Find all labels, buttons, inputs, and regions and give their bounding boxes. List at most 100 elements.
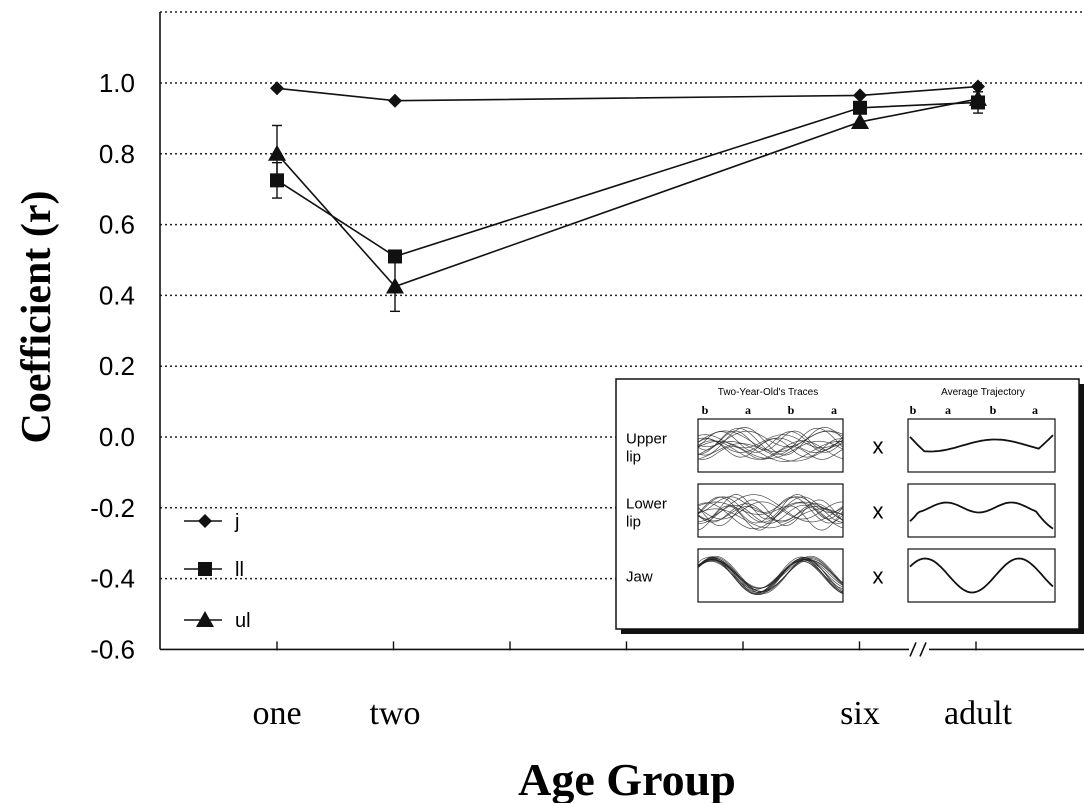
- x-tick-label: six: [840, 695, 880, 732]
- x-tick-label: two: [370, 695, 421, 732]
- inset-trace: [698, 494, 843, 520]
- inset-tick-letter: a: [1032, 403, 1038, 417]
- inset-trace: [698, 430, 843, 451]
- inset-trace-group: [698, 494, 843, 531]
- inset-trace: [698, 496, 843, 524]
- inset-tick-letter: a: [831, 403, 837, 417]
- legend-label-ul: ul: [235, 610, 251, 632]
- inset-trace: [698, 501, 843, 515]
- inset-trace: [698, 557, 843, 593]
- inset-panel: Two-Year-Old's Traces Average Trajectory b…: [615, 378, 1084, 634]
- series-line-j: [276, 85, 979, 102]
- inset-row-label: lip: [626, 514, 641, 531]
- inset-average-trajectory: [909, 434, 1054, 453]
- x-tick-labels: one two six adult: [252, 695, 1012, 732]
- y-tick-label: 0.6: [99, 210, 135, 240]
- inset-average-box: [907, 418, 1056, 473]
- y-tick-label: 0.8: [99, 139, 135, 169]
- data-point-ll: [853, 100, 867, 115]
- series-ll: [270, 91, 985, 264]
- data-point-ul: [386, 277, 404, 294]
- inset-trace: [698, 555, 843, 593]
- inset-operator: x: [873, 499, 884, 524]
- y-tick-label: 0.0: [99, 422, 135, 452]
- x-tick-label: one: [252, 695, 301, 732]
- series-line-ul: [276, 98, 979, 288]
- y-tick-label: 0.4: [99, 280, 135, 310]
- axis-break-mark: [919, 642, 927, 657]
- y-tick-label: 1.0: [99, 68, 135, 98]
- inset-trace: [698, 438, 843, 458]
- inset-trace: [698, 434, 843, 449]
- data-point-ul: [969, 89, 987, 106]
- inset-trace: [698, 494, 843, 523]
- inset-left-title: Two-Year-Old's Traces: [718, 387, 818, 398]
- inset-trace: [698, 446, 843, 460]
- inset-row-label: lip: [626, 449, 641, 466]
- inset-tick-letter: b: [788, 403, 795, 417]
- inset-traces-box: [697, 483, 844, 538]
- inset-trace: [698, 443, 843, 462]
- inset-average-trajectory: [909, 557, 1054, 594]
- series-ul: [268, 89, 987, 313]
- inset-trace: [698, 560, 843, 594]
- y-tick-label: -0.6: [90, 634, 135, 664]
- inset-operator: x: [873, 564, 884, 589]
- data-point-ul: [268, 144, 286, 161]
- y-tick-label: 0.2: [99, 351, 135, 381]
- inset-trace: [698, 502, 843, 530]
- inset-row-label: Upper: [626, 431, 667, 448]
- inset-trace-group: [698, 555, 843, 596]
- inset-average-box: [907, 483, 1056, 538]
- inset-tick-letter: b: [990, 403, 997, 417]
- y-axis-label: Coefficient (r): [14, 190, 60, 443]
- axis-break-mark: [909, 642, 917, 657]
- legend-label-ll: ll: [235, 559, 244, 581]
- inset-trace-group: [698, 427, 843, 462]
- y-tick-label: -0.2: [90, 493, 135, 523]
- series-j: [270, 79, 985, 108]
- data-point-j: [270, 81, 284, 96]
- inset-row: Jaw x: [626, 548, 1056, 603]
- inset-row-label: Lower: [626, 496, 667, 513]
- x-axis-label: Age Group: [518, 754, 736, 803]
- inset-average-trajectory: [909, 501, 1054, 530]
- inset-trace: [698, 427, 843, 455]
- inset-operator: x: [873, 434, 884, 459]
- inset-tick-letter: a: [945, 403, 951, 417]
- series-line-ll: [276, 101, 979, 258]
- inset-trace: [698, 440, 843, 460]
- inset-right-title: Average Trajectory: [941, 387, 1025, 398]
- series-layer: [268, 79, 987, 313]
- inset-trace: [698, 506, 843, 522]
- axes: [159, 12, 1084, 657]
- inset-trace: [698, 430, 843, 448]
- inset-tick-letter: b: [702, 403, 709, 417]
- y-tick-labels: 1.0 0.8 0.6 0.4 0.2 0.0 -0.2 -0.4 -0.6: [90, 68, 135, 664]
- legend-marker-j: [198, 514, 212, 528]
- inset-tick-letter: b: [910, 403, 917, 417]
- data-point-j: [853, 88, 867, 103]
- x-tick-label: adult: [944, 695, 1013, 732]
- y-tick-label: -0.4: [90, 564, 135, 594]
- legend-marker-ul: [196, 611, 214, 627]
- legend-marker-ll: [198, 562, 212, 576]
- inset-tick-letter: a: [745, 403, 751, 417]
- legend: j ll ul: [184, 511, 251, 632]
- legend-label-j: j: [234, 511, 239, 533]
- data-point-ul: [851, 112, 869, 129]
- inset-traces-box: [697, 418, 844, 473]
- inset-trace: [698, 427, 843, 456]
- inset-trace: [698, 437, 843, 453]
- data-point-j: [971, 79, 985, 94]
- inset-trace: [698, 505, 843, 531]
- inset-row-label: Jaw: [626, 569, 653, 586]
- inset-trace: [698, 431, 843, 453]
- inset-trace: [698, 556, 843, 595]
- inset-average-box: [907, 548, 1056, 603]
- data-point-ll: [388, 249, 402, 264]
- inset-trace: [698, 556, 843, 595]
